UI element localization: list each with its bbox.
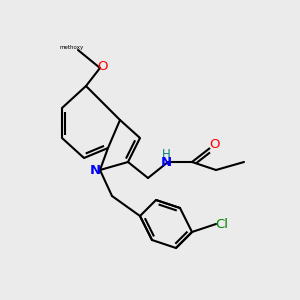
Text: N: N (89, 164, 100, 176)
Text: O: O (97, 59, 107, 73)
Text: methoxy: methoxy (60, 44, 84, 50)
Text: H: H (162, 148, 170, 160)
Text: O: O (209, 139, 219, 152)
Text: N: N (160, 157, 172, 169)
Text: Cl: Cl (215, 218, 229, 230)
